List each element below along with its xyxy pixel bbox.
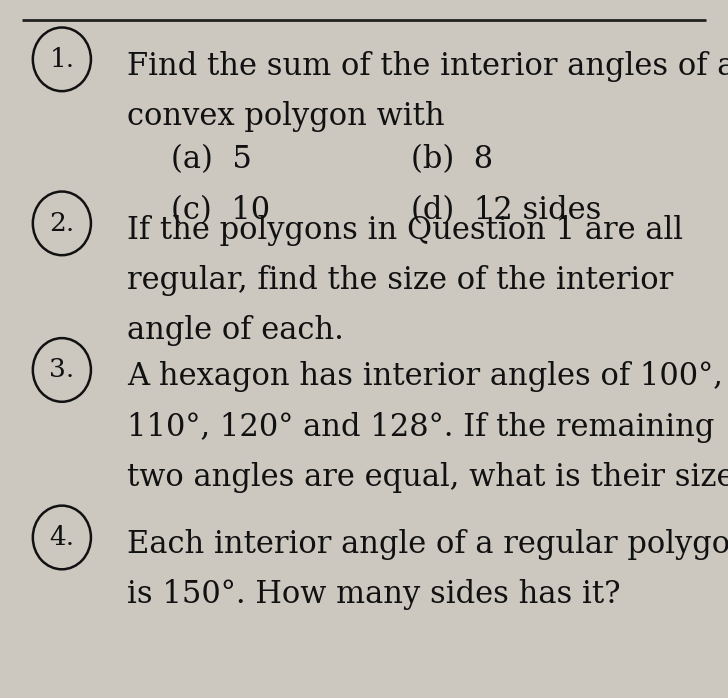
Text: (d)  12 sides: (d) 12 sides [411, 195, 602, 225]
Text: 110°, 120° and 128°. If the remaining: 110°, 120° and 128°. If the remaining [127, 412, 715, 443]
Text: 3.: 3. [50, 357, 74, 383]
Text: is 150°. How many sides has it?: is 150°. How many sides has it? [127, 579, 621, 610]
Text: (a)  5: (a) 5 [171, 144, 252, 175]
Text: 4.: 4. [50, 525, 74, 550]
Text: Each interior angle of a regular polygon: Each interior angle of a regular polygon [127, 529, 728, 560]
Text: 2.: 2. [50, 211, 74, 236]
Text: A hexagon has interior angles of 100°,: A hexagon has interior angles of 100°, [127, 362, 724, 392]
Text: If the polygons in Question 1 are all: If the polygons in Question 1 are all [127, 215, 684, 246]
Text: Find the sum of the interior angles of a: Find the sum of the interior angles of a [127, 51, 728, 82]
Text: angle of each.: angle of each. [127, 315, 344, 346]
Text: (b)  8: (b) 8 [411, 144, 494, 175]
Text: (c)  10: (c) 10 [171, 195, 270, 225]
Text: convex polygon with: convex polygon with [127, 101, 445, 132]
Text: two angles are equal, what is their size?: two angles are equal, what is their size… [127, 462, 728, 493]
Text: 1.: 1. [50, 47, 74, 72]
Text: regular, find the size of the interior: regular, find the size of the interior [127, 265, 673, 296]
